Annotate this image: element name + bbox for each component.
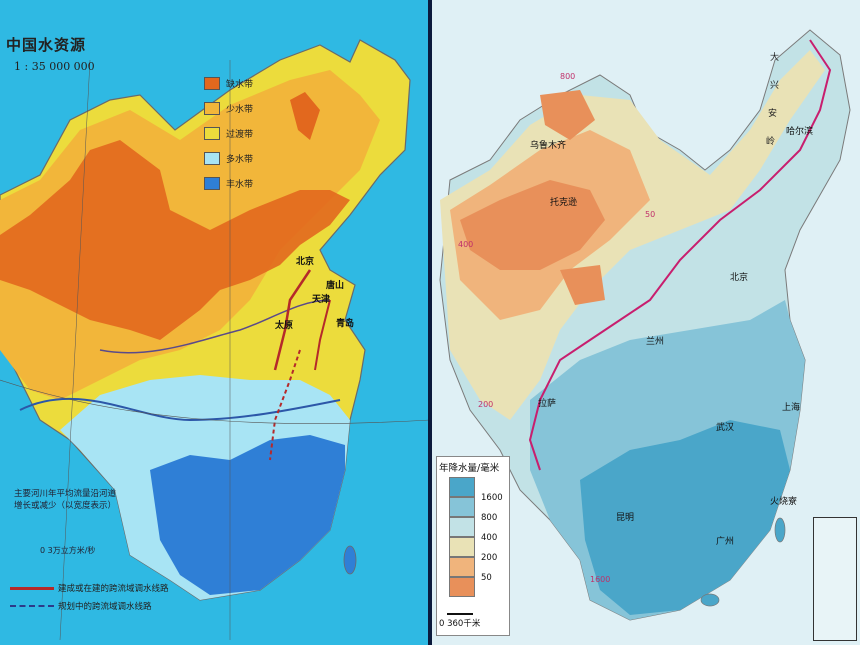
city-huoshaoliao: 火烧寮 bbox=[770, 497, 798, 507]
precip-legend: 年降水量/毫米 1600 800 400 200 50 0 360千米 bbox=[436, 456, 510, 636]
city-shanghai: 上海 bbox=[782, 403, 801, 413]
city-toksun: 托克逊 bbox=[550, 198, 578, 208]
panel-divider bbox=[428, 0, 432, 645]
legend-swatch bbox=[204, 76, 220, 90]
city-urumqi: 乌鲁木齐 bbox=[530, 141, 567, 151]
city-tangshan: 唐山 bbox=[326, 281, 345, 291]
river-flow-note: 主要河川年平均流量沿河道增长或减少（以宽度表示） bbox=[14, 489, 117, 511]
precip-swatch bbox=[449, 577, 475, 597]
abundant-zone bbox=[150, 435, 345, 595]
precip-swatch bbox=[449, 557, 475, 577]
shortage-zone bbox=[0, 140, 350, 340]
precip-swatch bbox=[449, 477, 475, 497]
region-label-char: 大 bbox=[770, 53, 780, 63]
legend-swatch bbox=[204, 126, 220, 140]
city-beijing: 北京 bbox=[296, 257, 315, 267]
city-beijing: 北京 bbox=[730, 273, 749, 283]
precip-value: 400 bbox=[481, 533, 498, 543]
route-label: 建成或在建的跨流域调水线路 bbox=[58, 584, 169, 594]
water-resources-map: 中国水资源 1 : 35 000 000 缺水带 少水带 过渡带 多水带 丰水带… bbox=[0, 0, 430, 645]
precip-value: 1600 bbox=[481, 493, 503, 503]
precip-value: 800 bbox=[481, 513, 498, 523]
city-tianjin: 天津 bbox=[312, 295, 331, 305]
map-scale: 1 : 35 000 000 bbox=[14, 60, 95, 73]
legend-swatch bbox=[204, 151, 220, 165]
map-title: 中国水资源 bbox=[6, 36, 87, 54]
precipitation-map: 800 400 200 50 1600 乌鲁木齐 托克逊 哈尔滨 北京 兰州 拉… bbox=[430, 0, 860, 645]
city-taiyuan: 太原 bbox=[275, 321, 294, 331]
precip-map-graphic bbox=[439, 29, 851, 621]
city-lhasa: 拉萨 bbox=[538, 399, 557, 409]
precip-value: 200 bbox=[481, 553, 498, 563]
route-planned-line bbox=[10, 605, 54, 607]
precip-map-scale: 0 360千米 bbox=[439, 619, 481, 629]
region-label-char: 岭 bbox=[766, 137, 776, 147]
precip-swatch bbox=[449, 517, 475, 537]
legend-label: 丰水带 bbox=[226, 179, 254, 190]
precip-swatch bbox=[449, 537, 475, 557]
route-planned: 规划中的跨流域调水线路 bbox=[10, 600, 152, 612]
legend-item-abundant: 丰水带 bbox=[204, 176, 253, 190]
legend-item-low: 少水带 bbox=[204, 101, 253, 115]
city-qingdao: 青岛 bbox=[336, 319, 355, 329]
legend-swatch bbox=[204, 176, 220, 190]
legend-swatch bbox=[204, 101, 220, 115]
flow-scale: 0 3万立方米/秒 bbox=[40, 546, 96, 555]
scale-bar bbox=[447, 613, 473, 615]
legend-label: 过渡带 bbox=[226, 129, 254, 140]
contour-label: 1600 bbox=[590, 575, 611, 584]
legend-label: 缺水带 bbox=[226, 79, 254, 90]
water-map-graphic bbox=[0, 39, 430, 641]
contour-label: 200 bbox=[478, 400, 494, 409]
route-label: 规划中的跨流域调水线路 bbox=[58, 602, 152, 612]
legend-label: 多水带 bbox=[226, 154, 254, 165]
city-wuhan: 武汉 bbox=[716, 423, 735, 433]
legend-item-shortage: 缺水带 bbox=[204, 76, 253, 90]
legend-item-wet: 多水带 bbox=[204, 151, 253, 165]
precip-value: 50 bbox=[481, 573, 492, 583]
contour-label: 50 bbox=[645, 210, 656, 219]
south-china-sea-inset bbox=[813, 517, 857, 641]
city-lanzhou: 兰州 bbox=[646, 337, 665, 347]
legend-item-transition: 过渡带 bbox=[204, 126, 253, 140]
city-harbin: 哈尔滨 bbox=[786, 127, 814, 137]
region-label-char: 兴 bbox=[770, 81, 780, 91]
region-label-char: 安 bbox=[768, 109, 778, 119]
route-built: 建成或在建的跨流域调水线路 bbox=[10, 582, 169, 594]
precip-swatch bbox=[449, 497, 475, 517]
city-kunming: 昆明 bbox=[616, 513, 635, 523]
contour-label: 800 bbox=[560, 72, 576, 81]
route-built-line bbox=[10, 586, 54, 590]
city-guangzhou: 广州 bbox=[716, 537, 735, 547]
precip-legend-title: 年降水量/毫米 bbox=[439, 463, 500, 474]
legend-label: 少水带 bbox=[226, 104, 254, 115]
contour-label: 400 bbox=[458, 240, 474, 249]
